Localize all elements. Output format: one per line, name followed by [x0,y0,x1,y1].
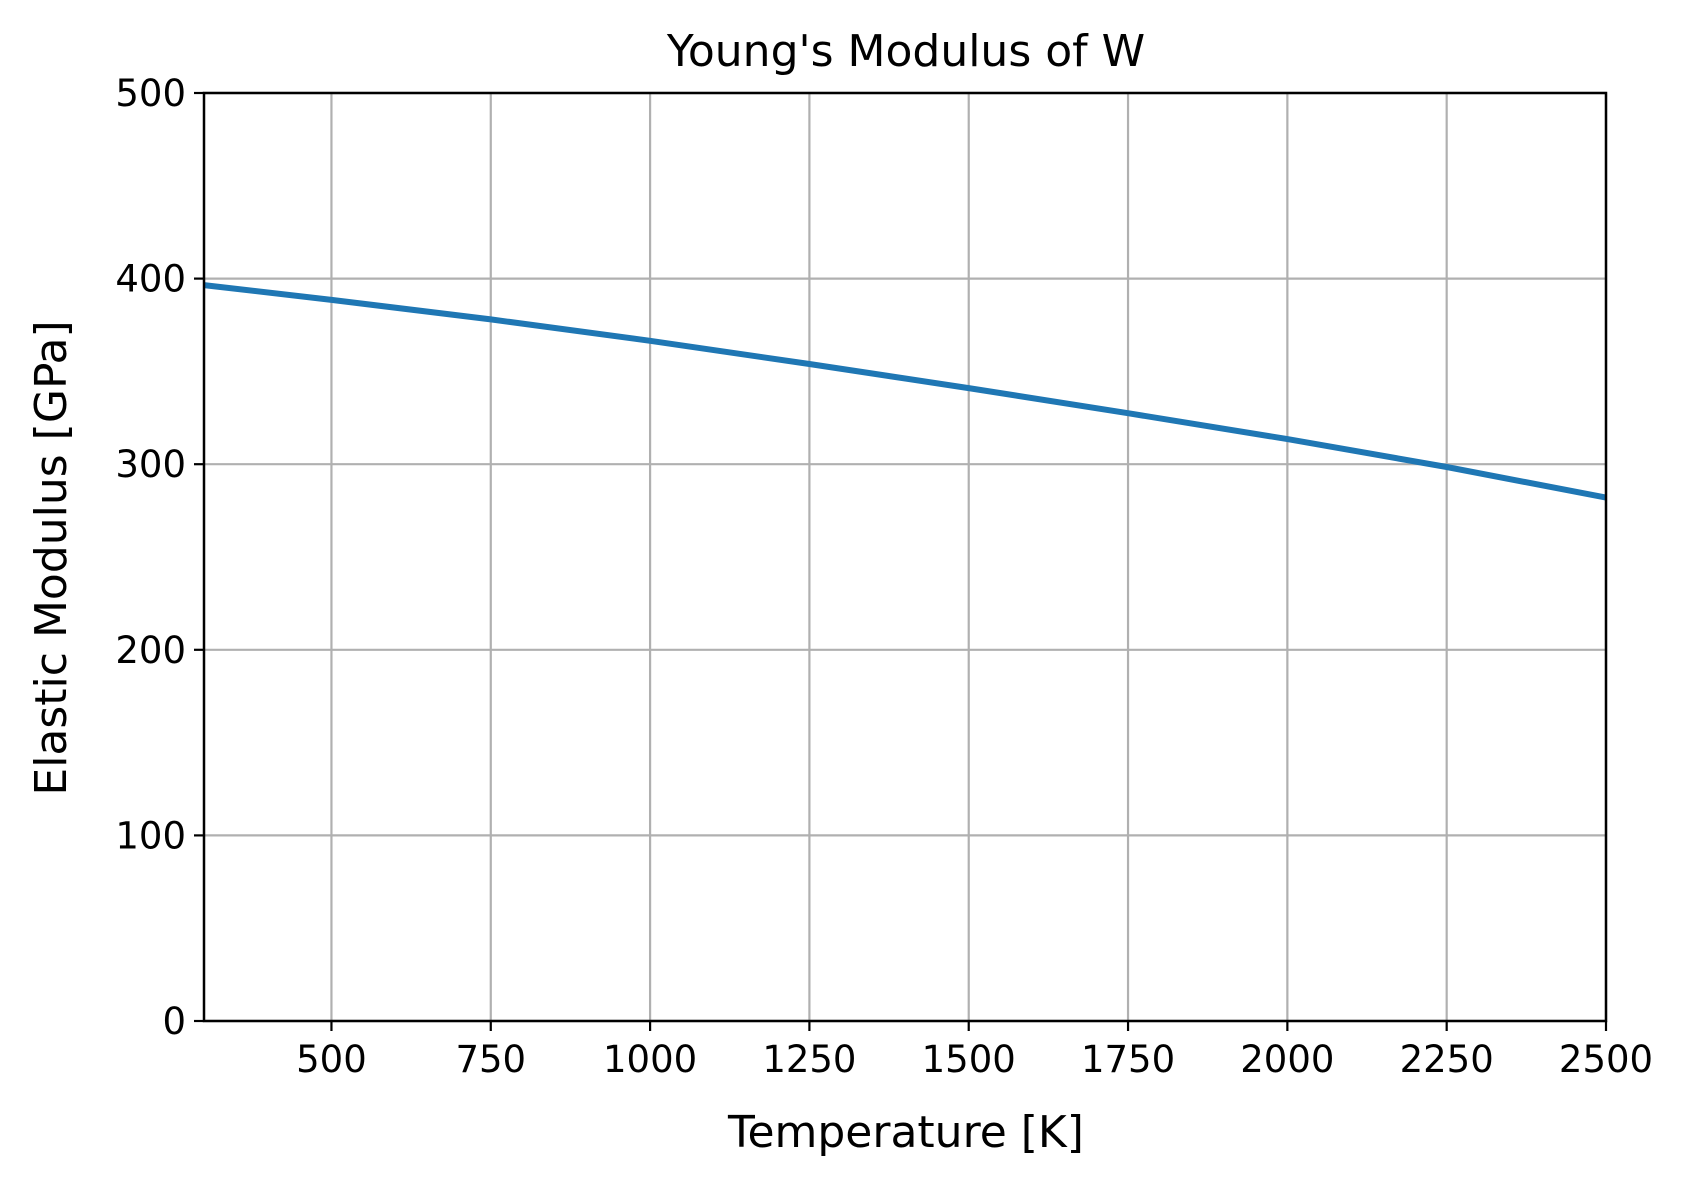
x-tick-label: 1250 [762,1038,856,1081]
series-layer [203,282,1607,501]
x-tick-label: 1000 [603,1038,697,1081]
y-tick-label: 200 [115,629,186,672]
y-tick-label: 100 [115,814,186,857]
series-line [203,282,1607,501]
x-tick-label: 2500 [1559,1038,1653,1081]
x-tick-label: 500 [296,1038,367,1081]
x-tick-label: 2000 [1240,1038,1334,1081]
axis-ticks: 500 750 1000 1250 1500 1750 2000 2250 2500 0 100 20… [115,72,1653,1081]
plot-frame [202,91,1608,1023]
x-axis-label: Temperature [K] [727,1107,1084,1158]
y-tick-label: 400 [115,258,186,301]
x-tick-label: 2250 [1400,1038,1494,1081]
y-axis-label: Elastic Modulus [GPa] [26,320,77,795]
chart-title: Young's Modulus of W [666,26,1145,77]
y-tick-label: 0 [162,1000,186,1043]
x-tick-label: 1750 [1081,1038,1175,1081]
x-tick-label: 1500 [922,1038,1016,1081]
y-tick-label: 500 [115,72,186,115]
y-tick-label: 300 [115,443,186,486]
grid-lines [204,91,1608,1023]
x-tick-label: 750 [455,1038,526,1081]
